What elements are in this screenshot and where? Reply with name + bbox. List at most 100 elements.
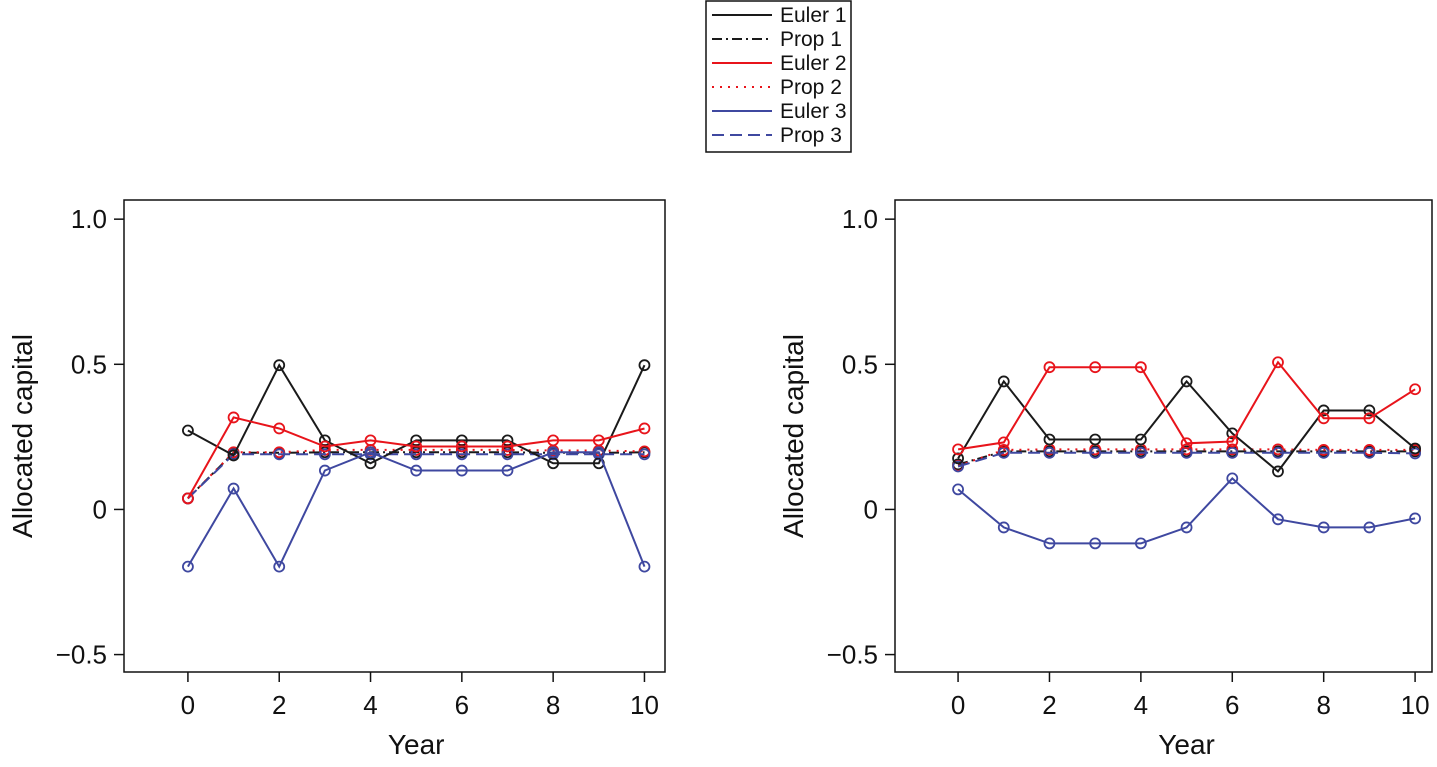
- data-point: [455, 440, 468, 453]
- data-point: [1317, 521, 1330, 534]
- data-point: [1134, 537, 1147, 550]
- data-point: [1272, 443, 1284, 456]
- y-tick-label: 0.5: [71, 349, 107, 379]
- data-point: [364, 457, 377, 470]
- data-point: [952, 483, 964, 496]
- legend-entry: Euler 1: [712, 4, 847, 27]
- data-point: [364, 446, 377, 459]
- data-point: [997, 375, 1010, 388]
- data-point: [952, 443, 964, 456]
- data-point: [1134, 433, 1147, 446]
- data-point: [1043, 446, 1056, 459]
- series-euler-2: [182, 411, 651, 505]
- data-point: [501, 448, 514, 461]
- data-point: [364, 434, 377, 447]
- data-point: [227, 449, 240, 462]
- data-point: [318, 434, 331, 447]
- data-point: [1180, 443, 1193, 456]
- series-euler-1: [952, 375, 1421, 478]
- data-point: [1272, 465, 1284, 478]
- data-point: [1089, 361, 1102, 374]
- data-point: [592, 446, 605, 459]
- data-point: [273, 422, 286, 435]
- series-euler-2: [952, 356, 1421, 456]
- series-line: [957, 450, 1416, 466]
- data-point: [592, 434, 605, 447]
- series-euler-1: [182, 359, 651, 470]
- data-point: [227, 482, 240, 495]
- data-point: [455, 464, 468, 477]
- series-line: [957, 379, 1416, 473]
- y-axis-label: Allocated capital: [7, 334, 38, 538]
- data-point: [1317, 404, 1330, 417]
- data-point: [952, 460, 964, 473]
- data-point: [1409, 383, 1421, 396]
- data-point: [1363, 404, 1376, 417]
- y-tick-label: −0.5: [827, 640, 878, 670]
- data-point: [1134, 361, 1147, 374]
- data-point: [182, 560, 194, 573]
- data-point: [410, 464, 423, 477]
- data-point: [501, 464, 514, 477]
- x-tick-label: 8: [1316, 690, 1330, 720]
- series-line: [957, 360, 1416, 451]
- legend-entry: Euler 3: [712, 100, 847, 123]
- y-tick-label: 0: [93, 494, 107, 524]
- x-tick-label: 6: [1225, 690, 1239, 720]
- x-axis-label: Year: [1158, 729, 1215, 760]
- x-tick-label: 10: [1401, 690, 1430, 720]
- data-point: [410, 440, 423, 453]
- data-point: [501, 440, 514, 453]
- legend-label: Euler 2: [780, 52, 847, 75]
- data-point: [1089, 537, 1102, 550]
- data-point: [1043, 433, 1056, 446]
- legend-entry: Prop 1: [712, 28, 842, 51]
- data-point: [1317, 446, 1330, 459]
- data-point: [1363, 446, 1376, 459]
- x-tick-label: 0: [181, 690, 195, 720]
- y-tick-label: 0: [864, 494, 878, 524]
- x-tick-label: 8: [546, 690, 560, 720]
- data-point: [273, 560, 286, 573]
- plot-panel-2: 1.0 0.5 0 −0.5 0 2 4 6 8 10 Year Allocated capital: [778, 199, 1433, 760]
- data-point: [1180, 375, 1193, 388]
- series-euler-3: [182, 446, 651, 573]
- series-line: [957, 451, 1416, 468]
- data-point: [318, 440, 331, 453]
- data-point: [1409, 512, 1421, 525]
- legend-box: [705, 0, 852, 153]
- data-point: [638, 359, 651, 372]
- data-point: [1363, 412, 1376, 425]
- legend-entry: Prop 2: [712, 76, 842, 99]
- data-point: [1272, 446, 1284, 459]
- data-point: [997, 436, 1010, 449]
- data-point: [1226, 472, 1239, 485]
- data-point: [547, 434, 560, 447]
- data-point: [318, 464, 331, 477]
- data-point: [410, 434, 423, 447]
- series-prop-3: [952, 446, 1421, 473]
- x-tick-label: 4: [363, 690, 377, 720]
- y-tick-label: 1.0: [842, 204, 878, 234]
- x-tick-label: 0: [951, 690, 965, 720]
- data-point: [1043, 537, 1056, 550]
- data-point: [273, 359, 286, 372]
- data-point: [997, 521, 1010, 534]
- data-point: [1226, 446, 1239, 459]
- x-tick-label: 2: [272, 690, 286, 720]
- y-tick-label: 0.5: [842, 349, 878, 379]
- legend-entry: Euler 2: [712, 52, 847, 75]
- plot-frame: [894, 199, 1433, 673]
- x-tick-label: 10: [630, 690, 659, 720]
- plot-frame: [123, 199, 666, 673]
- series-line: [957, 477, 1416, 545]
- data-point: [1043, 361, 1056, 374]
- data-point: [318, 448, 331, 461]
- data-point: [1180, 521, 1193, 534]
- data-point: [1134, 446, 1147, 459]
- legend-entry: Prop 3: [712, 124, 842, 147]
- data-point: [638, 422, 651, 435]
- data-point: [1226, 443, 1239, 456]
- plot-panel-1: 1.0 0.5 0 −0.5 0 2 4 6 8 10 Year Allocated capital: [7, 199, 666, 760]
